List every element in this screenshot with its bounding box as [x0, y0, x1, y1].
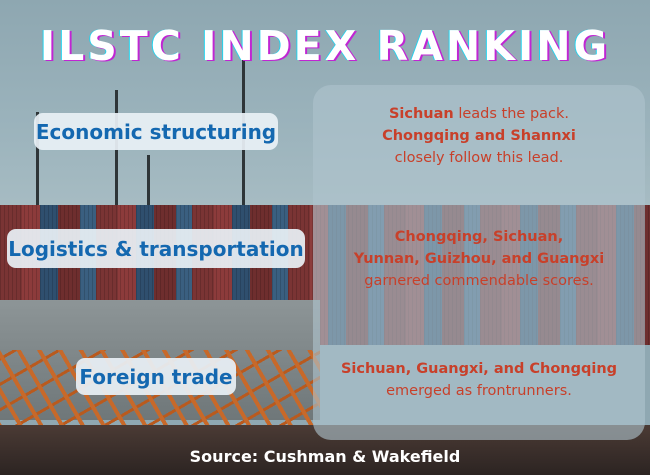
category-logistics-transportation: Logistics & transportation	[7, 229, 305, 268]
body-text: garnered commendable scores.	[364, 273, 594, 289]
body-text: emerged as frontrunners.	[386, 383, 572, 399]
category-economic-structuring: Economic structuring	[34, 113, 278, 150]
findings-panel: Sichuan leads the pack. Chongqing and Sh…	[313, 85, 645, 440]
highlight-text: Yunnan, Guizhou, and Guangxi	[353, 251, 605, 267]
highlight-text: Chongqing and Shannxi	[382, 128, 576, 144]
source-caption: Source: Cushman & Wakefield	[189, 447, 461, 466]
economic-structuring-finding: Sichuan leads the pack. Chongqing and Sh…	[313, 103, 645, 169]
highlight-text: Sichuan, Guangxi, and Chongqing	[340, 361, 618, 377]
body-text: leads the pack.	[453, 106, 570, 122]
body-text: closely follow this lead.	[394, 150, 564, 166]
page-title: ILSTC INDEX RANKING	[39, 22, 611, 70]
foreign-trade-finding: Sichuan, Guangxi, and Chongqing emerged …	[313, 358, 645, 402]
logistics-finding: Chongqing, Sichuan, Yunnan, Guizhou, and…	[313, 226, 645, 292]
highlight-text: Sichuan	[388, 106, 454, 122]
category-foreign-trade: Foreign trade	[76, 358, 236, 395]
highlight-text: Chongqing, Sichuan,	[394, 229, 564, 245]
